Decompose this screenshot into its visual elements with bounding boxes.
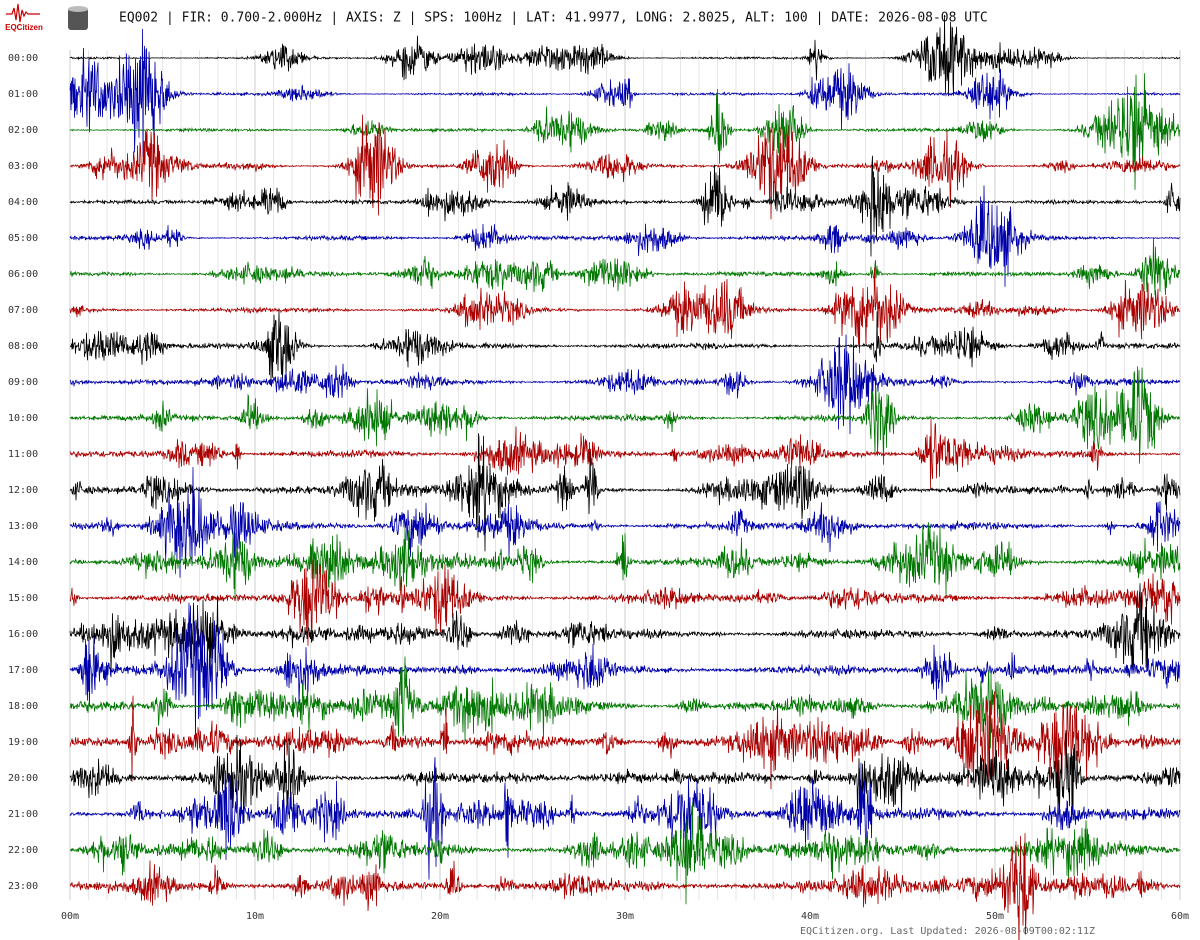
trace <box>69 28 1181 158</box>
row-label: 21:00 <box>8 809 38 820</box>
trace <box>69 14 1181 97</box>
trace <box>69 418 1181 490</box>
trace <box>69 309 1181 382</box>
trace <box>69 730 1181 824</box>
trace <box>69 559 1181 646</box>
sensor-icon <box>68 6 88 30</box>
logo-text: EQCitizen <box>5 23 43 32</box>
row-label: 12:00 <box>8 485 38 496</box>
row-label: 23:00 <box>8 881 38 892</box>
row-label: 19:00 <box>8 737 38 748</box>
trace <box>69 366 1181 465</box>
row-label: 18:00 <box>8 701 38 712</box>
x-tick-label: 20m <box>431 911 449 922</box>
trace <box>69 334 1181 435</box>
row-label: 16:00 <box>8 629 38 640</box>
x-tick-label: 10m <box>246 911 264 922</box>
row-label: 07:00 <box>8 305 38 316</box>
labels: 00m 10m 20m 30m 40m 50m 60m 00:00 01:00 02:00 03:0… <box>8 53 1189 922</box>
icon-body <box>68 8 88 30</box>
trace <box>70 155 1181 257</box>
row-label: 20:00 <box>8 773 38 784</box>
row-label: 13:00 <box>8 521 38 532</box>
trace <box>69 433 1181 552</box>
grid <box>69 50 1181 900</box>
row-label: 15:00 <box>8 593 38 604</box>
x-tick-label: 00m <box>61 911 79 922</box>
x-tick-label: 40m <box>801 911 819 922</box>
row-label: 03:00 <box>8 161 38 172</box>
trace <box>69 833 1181 940</box>
row-label: 08:00 <box>8 341 38 352</box>
logo: EQCitizen <box>5 3 43 32</box>
trace <box>69 802 1181 905</box>
trace <box>69 114 1181 220</box>
x-tick-label: 50m <box>986 911 1004 922</box>
row-label: 04:00 <box>8 197 38 208</box>
icon-top <box>68 6 88 12</box>
trace <box>69 467 1181 578</box>
trace <box>69 583 1181 678</box>
row-label: 14:00 <box>8 557 38 568</box>
row-label: 05:00 <box>8 233 38 244</box>
logo-wave <box>6 3 40 23</box>
row-label: 06:00 <box>8 269 38 280</box>
trace <box>69 691 1181 790</box>
row-label: 01:00 <box>8 89 38 100</box>
row-label: 17:00 <box>8 665 38 676</box>
x-tick-label: 60m <box>1171 911 1189 922</box>
row-label: 09:00 <box>8 377 38 388</box>
trace <box>69 757 1181 880</box>
row-label: 11:00 <box>8 449 38 460</box>
header-title: EQ002 | FIR: 0.700-2.000Hz | AXIS: Z | S… <box>119 11 988 26</box>
trace <box>69 267 1181 354</box>
trace <box>69 602 1181 744</box>
row-label: 02:00 <box>8 125 38 136</box>
trace <box>69 237 1181 296</box>
trace <box>69 522 1181 599</box>
row-label: 00:00 <box>8 53 38 64</box>
footer: EQCitizen.org. Last Updated: 2026-08-09T… <box>800 926 1095 937</box>
trace <box>69 73 1181 190</box>
traces <box>69 14 1181 940</box>
row-label: 10:00 <box>8 413 38 424</box>
row-label: 22:00 <box>8 845 38 856</box>
trace <box>69 185 1180 287</box>
x-tick-label: 30m <box>616 911 634 922</box>
